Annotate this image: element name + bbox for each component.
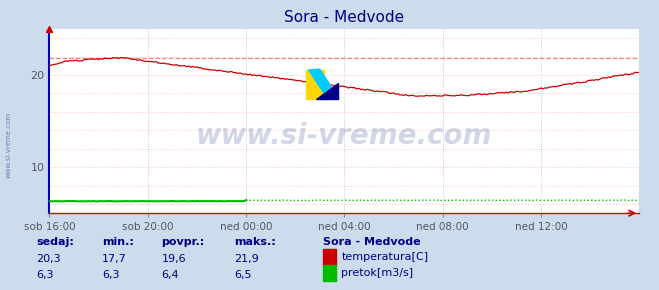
Text: 21,9: 21,9 bbox=[234, 254, 259, 264]
Bar bbox=[306, 70, 324, 99]
Text: 17,7: 17,7 bbox=[102, 254, 127, 264]
Text: temperatura[C]: temperatura[C] bbox=[341, 252, 428, 262]
Text: 20,3: 20,3 bbox=[36, 254, 61, 264]
Text: Sora - Medvode: Sora - Medvode bbox=[323, 237, 420, 247]
Text: 6,4: 6,4 bbox=[161, 270, 179, 280]
FancyArrow shape bbox=[308, 69, 339, 99]
Text: 6,3: 6,3 bbox=[102, 270, 120, 280]
Text: 19,6: 19,6 bbox=[161, 254, 186, 264]
Text: pretok[m3/s]: pretok[m3/s] bbox=[341, 268, 413, 278]
Text: maks.:: maks.: bbox=[234, 237, 275, 247]
Text: 6,3: 6,3 bbox=[36, 270, 54, 280]
Text: sedaj:: sedaj: bbox=[36, 237, 74, 247]
Text: www.si-vreme.com: www.si-vreme.com bbox=[196, 122, 492, 150]
Text: povpr.:: povpr.: bbox=[161, 237, 205, 247]
Polygon shape bbox=[316, 83, 339, 99]
Text: min.:: min.: bbox=[102, 237, 134, 247]
Text: 6,5: 6,5 bbox=[234, 270, 252, 280]
Title: Sora - Medvode: Sora - Medvode bbox=[284, 10, 405, 25]
Text: www.si-vreme.com: www.si-vreme.com bbox=[5, 112, 11, 178]
